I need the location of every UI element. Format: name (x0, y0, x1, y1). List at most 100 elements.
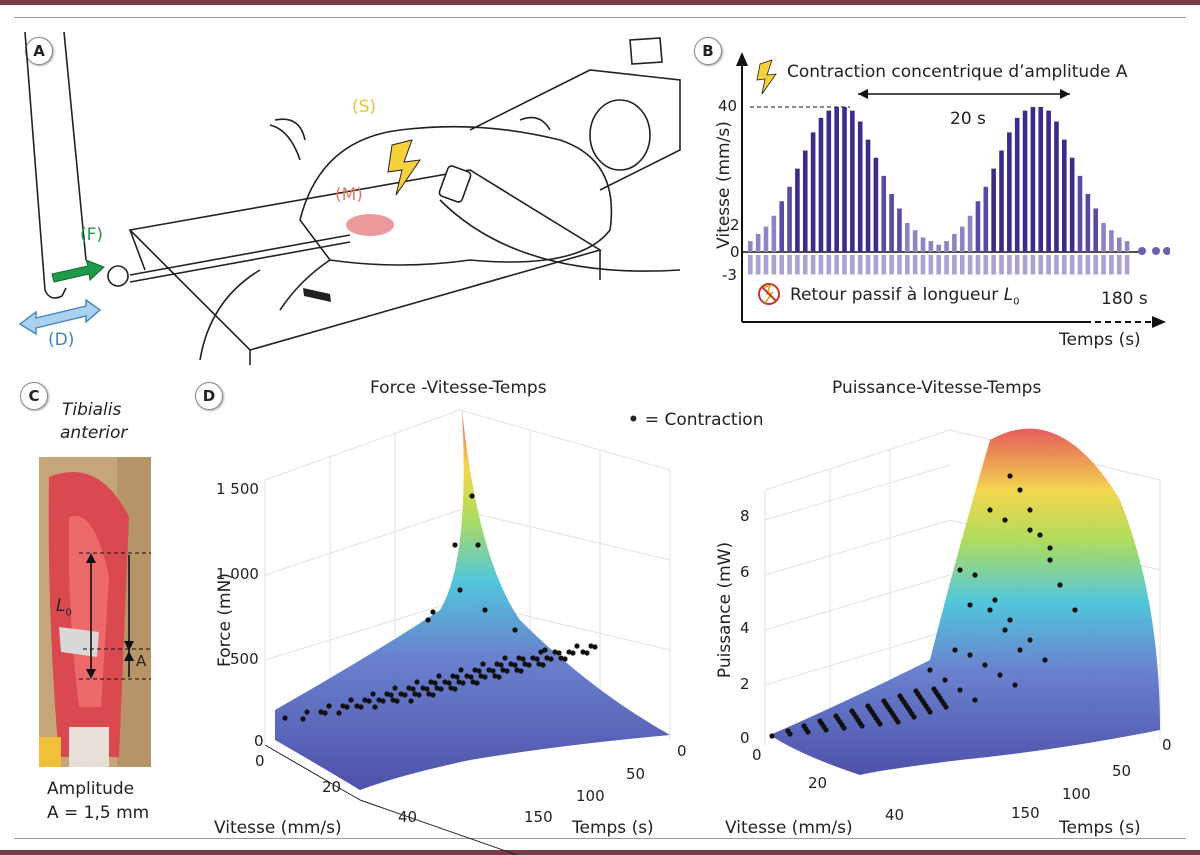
power-xtick: 0 (752, 746, 762, 764)
contraction-point (987, 507, 993, 513)
b-ytick-0: 0 (730, 243, 740, 261)
contraction-point (416, 692, 422, 698)
contraction-point (552, 649, 558, 655)
power-ytick: 50 (1112, 762, 1132, 780)
contraction-point (406, 685, 412, 691)
velocity-bar (802, 150, 808, 252)
c-title-2: anterior (60, 423, 128, 443)
contraction-point (1017, 487, 1023, 493)
d-legend-text: = Contraction (644, 410, 764, 430)
passive-return-bar (826, 255, 832, 275)
contraction-point (498, 662, 504, 668)
b-ylabel: Vitesse (mm/s) (714, 121, 734, 249)
contraction-point (394, 698, 400, 704)
contraction-point (370, 691, 376, 697)
contraction-point (787, 731, 793, 737)
contraction-point (952, 647, 958, 653)
contraction-point (853, 714, 859, 720)
passive-return-bar (1116, 255, 1122, 275)
contraction-point (430, 609, 436, 615)
contraction-point (420, 685, 426, 691)
contraction-point (935, 692, 941, 698)
contraction-point (909, 711, 915, 717)
contraction-point (436, 673, 442, 679)
velocity-bar (944, 241, 949, 252)
velocity-bar (991, 168, 996, 252)
b-ytick-2: 2 (730, 216, 740, 234)
legend-dot-icon: • (628, 410, 645, 430)
contraction-point (801, 723, 807, 729)
velocity-bar (834, 107, 839, 252)
contraction-point (408, 698, 414, 704)
contraction-point (424, 686, 430, 692)
contraction-point (972, 697, 978, 703)
contraction-point (318, 709, 324, 715)
contraction-point (340, 703, 346, 709)
velocity-bar (865, 139, 871, 252)
contraction-point (925, 706, 931, 712)
contraction-point (927, 709, 933, 715)
contraction-point (1007, 617, 1013, 623)
contraction-point (438, 686, 444, 692)
passive-return-bar (912, 255, 918, 275)
passive-return-bar (1109, 255, 1114, 275)
contraction-point (907, 708, 913, 714)
contraction-point (869, 709, 875, 715)
force-ztick: 1 500 (216, 480, 259, 498)
velocity-bar (920, 237, 926, 252)
contraction-point (490, 668, 496, 674)
power-ylabel: Temps (s) (1059, 818, 1141, 838)
force-xtick: 0 (255, 752, 265, 770)
contraction-point (588, 643, 594, 649)
contraction-point (927, 667, 933, 673)
contraction-point (384, 691, 390, 697)
contraction-point (895, 719, 901, 725)
force-ylabel: Temps (s) (572, 818, 654, 838)
b-ytick-40: 40 (718, 97, 738, 115)
velocity-bar (905, 223, 910, 252)
contraction-point (452, 542, 458, 548)
b-passive-sub: 0 (1013, 296, 1020, 308)
contraction-point (1037, 532, 1043, 538)
contraction-point (917, 694, 923, 700)
passive-return-bar (1085, 255, 1091, 275)
contraction-point (362, 697, 368, 703)
c-l0-label: L0 (56, 596, 72, 618)
contraction-point (478, 673, 484, 679)
contraction-point (1072, 607, 1078, 613)
contraction-point (841, 725, 847, 731)
velocity-bar (1124, 241, 1130, 252)
contraction-point (833, 713, 839, 719)
contraction-point (967, 652, 973, 658)
contraction-point (867, 706, 873, 712)
velocity-bar (1014, 117, 1020, 252)
contraction-point (428, 679, 434, 685)
b-passive-symbol: L (1003, 285, 1014, 305)
contraction-point (534, 656, 540, 662)
contraction-point (1012, 682, 1018, 688)
contraction-point (512, 662, 518, 668)
power-ztick: 0 (740, 729, 750, 747)
contraction-point (877, 721, 883, 727)
passive-return-bar (810, 255, 816, 275)
passive-return-bar (865, 255, 871, 275)
contraction-point (992, 597, 998, 603)
velocity-bar (1077, 175, 1083, 252)
y-axis-arrow (736, 52, 748, 66)
c-l0-sub: 0 (65, 607, 72, 619)
contraction-point (475, 542, 481, 548)
contraction-point (1002, 517, 1008, 523)
contraction-point (889, 710, 895, 716)
passive-return-bar (1014, 255, 1020, 275)
passive-return-bar (1062, 255, 1067, 275)
lightning-icon (756, 59, 777, 95)
contraction-point (883, 701, 889, 707)
contraction-point (486, 667, 492, 673)
contraction-point (514, 667, 520, 673)
power-ztick: 2 (740, 675, 750, 693)
passive-return-bar (1124, 255, 1130, 275)
velocity-bar (1046, 110, 1051, 252)
force-ytick: 0 (677, 742, 687, 760)
contraction-point (1027, 527, 1033, 533)
passive-return-bar (1101, 255, 1106, 275)
